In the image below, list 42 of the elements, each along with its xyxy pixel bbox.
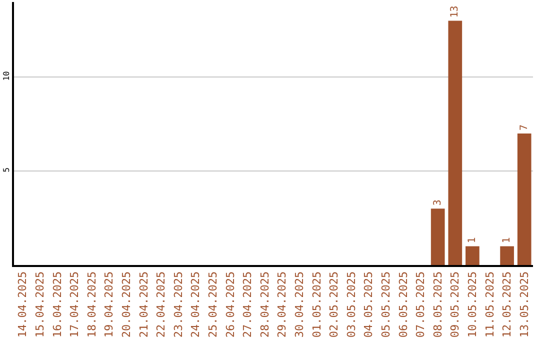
x-tick-label: 19.04.2025	[102, 271, 116, 338]
x-tick-label: 30.04.2025	[293, 271, 306, 338]
bar	[448, 20, 462, 265]
y-tick-label: 10	[2, 70, 11, 81]
x-tick-label: 06.05.2025	[396, 271, 410, 338]
x-tick-label: 28.04.2025	[258, 271, 272, 338]
x-tick-label: 08.05.2025	[431, 271, 444, 338]
data-label: 7	[518, 124, 530, 130]
x-tick-label: 12.05.2025	[500, 271, 514, 338]
bar	[430, 208, 445, 265]
x-tick-label: 25.04.2025	[206, 271, 220, 338]
data-label: 13	[450, 6, 461, 18]
x-tick-label: 17.04.2025	[68, 271, 82, 338]
data-label: 1	[502, 237, 513, 244]
x-tick-label: 23.04.2025	[172, 271, 185, 338]
x-tick-label: 09.05.2025	[448, 271, 462, 338]
x-tick-label: 04.05.2025	[362, 271, 376, 338]
bar	[517, 134, 532, 265]
x-tick-label: 01.05.2025	[310, 271, 324, 338]
x-tick-label: 13.05.2025	[518, 271, 531, 338]
x-tick-label: 29.04.2025	[276, 271, 289, 338]
x-tick-label: 02.05.2025	[328, 271, 341, 338]
x-tick-label: 27.04.2025	[241, 271, 254, 338]
data-label: 3	[432, 200, 444, 206]
x-tick-label: 24.04.2025	[189, 271, 202, 338]
bar	[500, 246, 514, 265]
x-tick-label: 26.04.2025	[224, 271, 237, 338]
x-tick-label: 15.04.2025	[34, 271, 47, 338]
bar	[466, 246, 480, 265]
x-tick-label: 11.05.2025	[483, 271, 496, 338]
x-tick-label: 16.04.2025	[50, 271, 64, 338]
x-tick-label: 10.05.2025	[466, 271, 480, 338]
x-tick-label: 20.04.2025	[120, 271, 134, 338]
x-tick-label: 03.05.2025	[344, 271, 358, 338]
x-tick-label: 05.05.2025	[380, 271, 393, 338]
y-tick-label: 5	[2, 167, 11, 172]
x-tick-label: 22.04.2025	[154, 271, 168, 338]
x-tick-label: 18.04.2025	[85, 271, 98, 338]
x-tick-label: 07.05.2025	[414, 271, 428, 338]
x-tick-label: 14.04.2025	[16, 271, 30, 338]
x-tick-label: 21.04.2025	[137, 271, 150, 338]
data-label: 1	[466, 237, 478, 244]
